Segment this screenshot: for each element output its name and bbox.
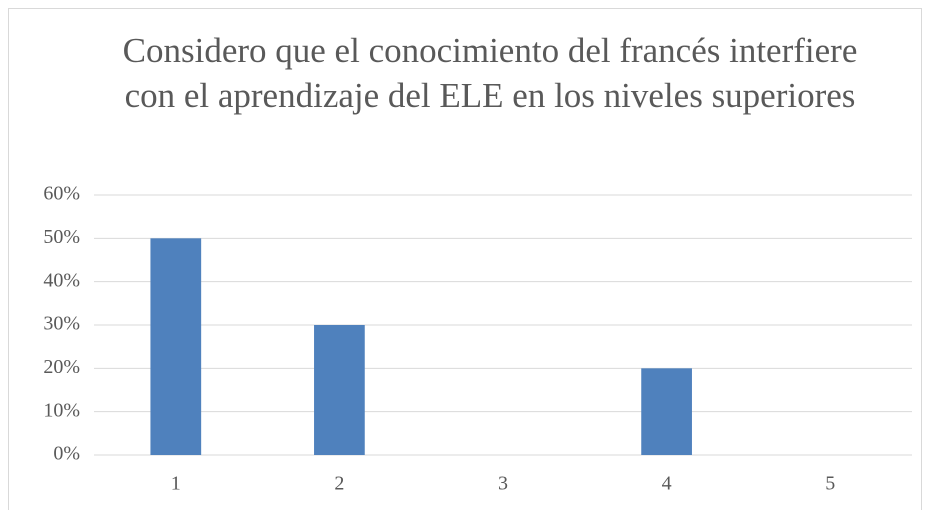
bar	[314, 325, 365, 455]
y-tick-label: 60%	[43, 183, 80, 205]
y-tick-label: 20%	[43, 356, 80, 378]
y-tick-label: 10%	[43, 399, 80, 421]
x-tick-label: 4	[662, 473, 672, 495]
y-tick-label: 50%	[43, 226, 80, 248]
y-tick-label: 0%	[53, 443, 80, 465]
x-tick-label: 1	[171, 473, 181, 495]
y-tick-label: 30%	[43, 313, 80, 335]
x-tick-label: 2	[334, 473, 344, 495]
x-tick-label: 3	[498, 473, 508, 495]
bar	[641, 368, 692, 455]
chart-title: Considero que el conocimiento del francé…	[122, 31, 858, 115]
x-tick-label: 5	[825, 473, 835, 495]
bar	[150, 238, 202, 455]
y-tick-label: 40%	[43, 269, 80, 291]
chart-border	[8, 8, 922, 510]
